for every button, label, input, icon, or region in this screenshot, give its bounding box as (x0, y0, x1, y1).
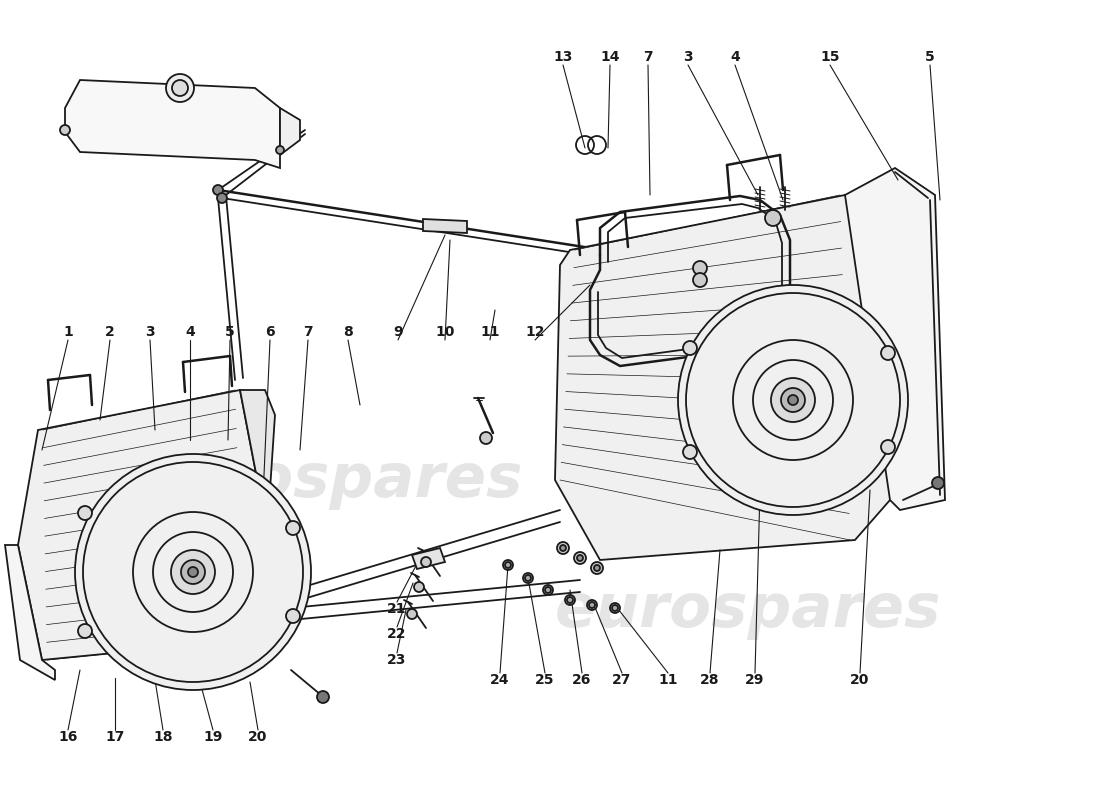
Circle shape (166, 74, 194, 102)
Circle shape (421, 557, 431, 567)
Circle shape (60, 125, 70, 135)
Text: 2: 2 (106, 325, 114, 339)
Circle shape (543, 585, 553, 595)
Circle shape (678, 285, 908, 515)
Text: 4: 4 (730, 50, 740, 64)
Text: 10: 10 (436, 325, 454, 339)
Circle shape (407, 609, 417, 619)
Circle shape (591, 562, 603, 574)
Circle shape (587, 600, 597, 610)
Circle shape (503, 560, 513, 570)
Polygon shape (240, 390, 275, 520)
Text: eurospares: eurospares (554, 581, 942, 639)
Text: 9: 9 (393, 325, 403, 339)
Circle shape (788, 395, 798, 405)
Circle shape (781, 388, 805, 412)
Circle shape (881, 346, 895, 360)
Text: 25: 25 (536, 673, 554, 687)
Circle shape (560, 545, 566, 551)
Circle shape (217, 193, 227, 203)
Polygon shape (65, 80, 280, 168)
Text: 7: 7 (304, 325, 312, 339)
Circle shape (566, 597, 573, 603)
Circle shape (172, 80, 188, 96)
Text: 13: 13 (553, 50, 573, 64)
Circle shape (286, 521, 300, 535)
Text: 23: 23 (387, 653, 407, 667)
Text: 29: 29 (746, 673, 764, 687)
Circle shape (75, 454, 311, 690)
Circle shape (683, 445, 697, 459)
Text: eurospares: eurospares (136, 450, 524, 510)
Circle shape (213, 185, 223, 195)
Circle shape (612, 605, 618, 611)
Circle shape (414, 582, 424, 592)
Text: 22: 22 (387, 627, 407, 641)
Circle shape (276, 146, 284, 154)
Polygon shape (6, 545, 55, 680)
Text: 15: 15 (821, 50, 839, 64)
Circle shape (525, 575, 531, 581)
Polygon shape (18, 390, 265, 660)
Text: 3: 3 (145, 325, 155, 339)
Circle shape (182, 560, 205, 584)
Circle shape (170, 550, 214, 594)
Circle shape (693, 273, 707, 287)
Text: 8: 8 (343, 325, 353, 339)
Circle shape (565, 595, 575, 605)
Circle shape (610, 603, 620, 613)
Circle shape (578, 555, 583, 561)
Text: 18: 18 (153, 730, 173, 744)
Circle shape (683, 341, 697, 355)
Polygon shape (556, 195, 900, 560)
Circle shape (771, 378, 815, 422)
Polygon shape (280, 108, 300, 155)
Text: 5: 5 (226, 325, 235, 339)
Circle shape (693, 261, 707, 275)
Text: 1: 1 (63, 325, 73, 339)
Text: 12: 12 (526, 325, 544, 339)
Circle shape (78, 624, 92, 638)
Text: 20: 20 (249, 730, 267, 744)
Circle shape (594, 565, 600, 571)
Text: 3: 3 (683, 50, 693, 64)
Circle shape (286, 609, 300, 623)
Circle shape (78, 506, 92, 520)
Polygon shape (845, 168, 945, 510)
Text: 16: 16 (58, 730, 78, 744)
Circle shape (522, 573, 534, 583)
Text: 17: 17 (106, 730, 124, 744)
Polygon shape (260, 520, 310, 610)
Circle shape (881, 440, 895, 454)
Circle shape (544, 587, 551, 593)
Text: 14: 14 (601, 50, 619, 64)
Circle shape (557, 542, 569, 554)
Polygon shape (412, 548, 446, 569)
Text: 26: 26 (572, 673, 592, 687)
Text: 11: 11 (658, 673, 678, 687)
Text: 5: 5 (925, 50, 935, 64)
Text: 21: 21 (387, 602, 407, 616)
Circle shape (505, 562, 512, 568)
Text: 28: 28 (701, 673, 719, 687)
Circle shape (932, 477, 944, 489)
Circle shape (764, 210, 781, 226)
Circle shape (588, 602, 595, 608)
Text: 20: 20 (850, 673, 870, 687)
Text: 11: 11 (481, 325, 499, 339)
Circle shape (188, 567, 198, 577)
Text: 4: 4 (185, 325, 195, 339)
Text: 19: 19 (204, 730, 222, 744)
Polygon shape (424, 219, 468, 233)
Text: 7: 7 (644, 50, 652, 64)
Circle shape (480, 432, 492, 444)
Circle shape (317, 691, 329, 703)
Text: 24: 24 (491, 673, 509, 687)
Text: 27: 27 (613, 673, 631, 687)
Circle shape (574, 552, 586, 564)
Text: 6: 6 (265, 325, 275, 339)
